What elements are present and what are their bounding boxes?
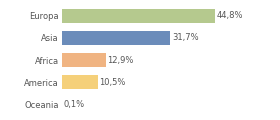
Bar (62, 53, 106, 67)
Text: 31,7%: 31,7% (172, 33, 199, 42)
Bar (62, 75, 98, 89)
Text: 12,9%: 12,9% (108, 55, 134, 65)
Text: 44,8%: 44,8% (217, 11, 244, 20)
Text: 0,1%: 0,1% (64, 100, 85, 109)
Bar (62, 31, 171, 45)
Bar (62, 9, 215, 23)
Text: 10,5%: 10,5% (99, 78, 126, 87)
